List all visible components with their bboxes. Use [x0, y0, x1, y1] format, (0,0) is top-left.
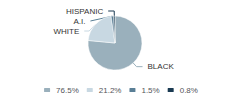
svg-text:21.2%: 21.2%: [99, 86, 122, 95]
svg-text:WHITE: WHITE: [53, 27, 79, 36]
svg-text:HISPANIC: HISPANIC: [66, 7, 103, 16]
svg-text:BLACK: BLACK: [148, 62, 175, 71]
svg-text:1.5%: 1.5%: [141, 86, 159, 95]
svg-text:A.I.: A.I.: [73, 17, 85, 26]
svg-text:0.8%: 0.8%: [180, 86, 198, 95]
svg-text:76.5%: 76.5%: [56, 86, 79, 95]
